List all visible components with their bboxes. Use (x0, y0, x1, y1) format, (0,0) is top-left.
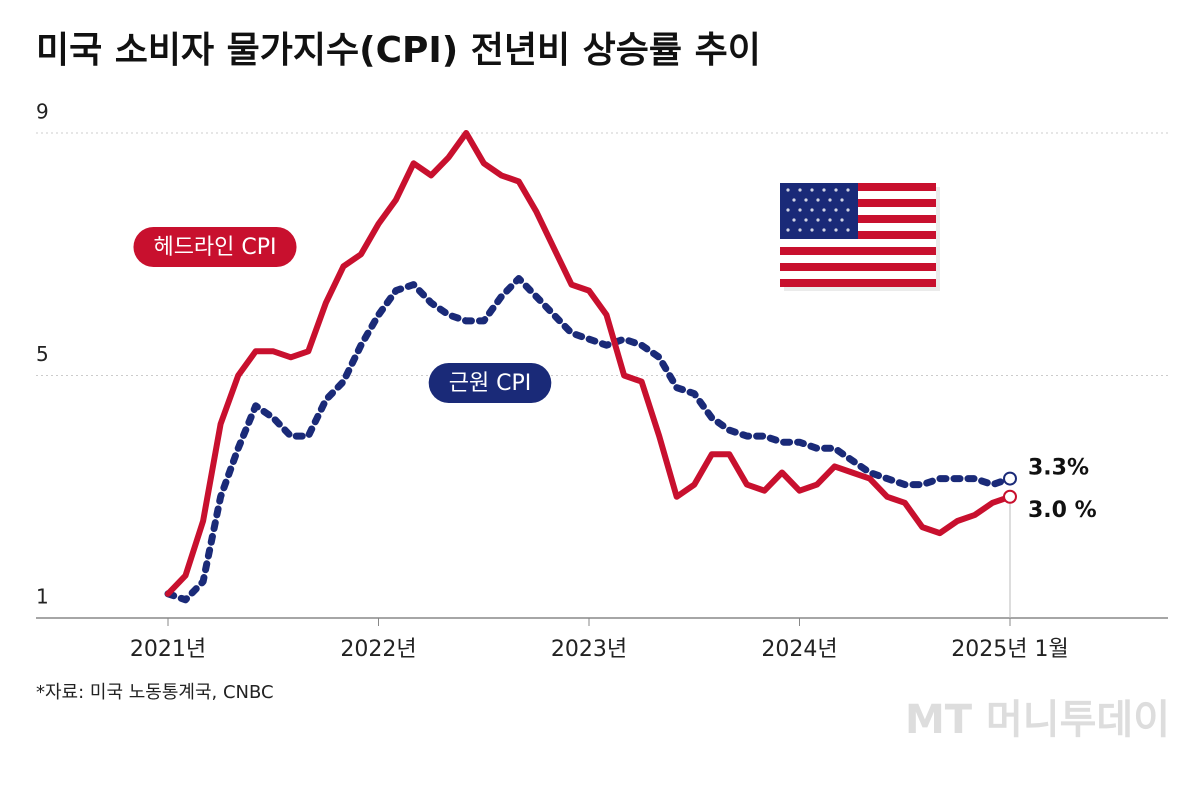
value-label: 3.3% (1028, 456, 1089, 481)
y-tick-label: 1 (36, 585, 49, 609)
source-note: *자료: 미국 노동통계국, CNBC (36, 682, 274, 703)
y-tick-label: 9 (36, 100, 49, 124)
x-tick-label: 2024년 (761, 637, 837, 662)
legend-pill (133, 227, 297, 267)
legend-label: 헤드라인 CPI (153, 235, 276, 260)
x-tick-label: 2023년 (551, 637, 627, 662)
x-tick-label: 2022년 (340, 637, 416, 662)
end-marker (1003, 489, 1017, 504)
value-label: 3.0 % (1028, 498, 1097, 523)
watermark: MT 머니투데이 (905, 697, 1170, 743)
series-line (165, 130, 1013, 597)
end-marker (1003, 471, 1017, 486)
us-flag (780, 183, 940, 291)
legend-label: 근원 CPI (449, 371, 532, 396)
x-tick-label: 2025년 1월 (951, 637, 1068, 662)
x-tick-label: 2021년 (130, 637, 206, 662)
y-tick-label: 5 (36, 342, 49, 366)
legend-pill (428, 363, 552, 403)
series-line (164, 275, 1014, 604)
chart-title: 미국 소비자 물가지수(CPI) 전년비 상승률 추이 (36, 30, 761, 71)
